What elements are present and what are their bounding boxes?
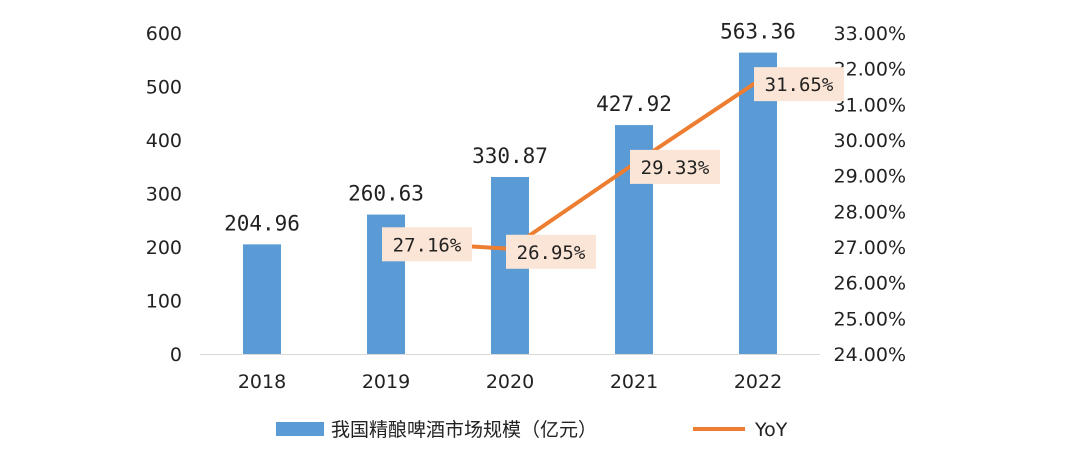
bar-series (243, 52, 777, 354)
yoy-data-labels: 27.16% 26.95% 29.33% 31.65% (382, 67, 844, 269)
left-axis-tick-label: 100 (146, 291, 182, 313)
left-axis-tick-label: 200 (146, 237, 182, 259)
right-axis-tick-label: 28.00% (834, 201, 906, 223)
right-axis-tick-label: 29.00% (834, 166, 906, 188)
right-axis-tick-label: 31.00% (834, 94, 906, 116)
x-axis-tick-label: 2022 (734, 371, 782, 393)
bar-data-label: 260.63 (348, 182, 424, 206)
legend: 我国精酿啤酒市场规模（亿元） YoY (276, 419, 788, 441)
left-axis-tick-label: 0 (170, 344, 182, 366)
right-axis-ticks: 24.00% 25.00% 26.00% 27.00% 28.00% 29.00% 30.0… (834, 23, 906, 366)
legend-bar-label: 我国精酿啤酒市场规模（亿元） (331, 419, 597, 441)
bar-data-label: 427.92 (596, 92, 672, 116)
yoy-data-label-box (382, 227, 472, 262)
bar-data-labels: 204.96 260.63 330.87 427.92 563.36 (224, 20, 796, 236)
x-axis-tick-label: 2020 (486, 371, 534, 393)
yoy-data-label-box (630, 149, 720, 184)
bar (739, 52, 777, 354)
yoy-data-label-box (506, 234, 596, 269)
bar-data-label: 204.96 (224, 211, 300, 235)
x-axis-tick-label: 2018 (238, 371, 286, 393)
yoy-data-label: 26.95% (517, 242, 586, 264)
x-axis-tick-label: 2019 (362, 371, 410, 393)
right-axis-tick-label: 33.00% (834, 23, 906, 45)
left-axis-tick-label: 500 (146, 77, 182, 99)
yoy-data-label-box (754, 67, 844, 102)
left-axis-tick-label: 600 (146, 23, 182, 45)
yoy-data-label: 29.33% (641, 157, 710, 179)
left-axis-tick-label: 400 (146, 130, 182, 152)
right-axis-tick-label: 30.00% (834, 130, 906, 152)
legend-bar-swatch (276, 422, 324, 436)
left-axis-tick-label: 300 (146, 184, 182, 206)
x-axis-ticks: 2018 2019 2020 2021 2022 (238, 371, 782, 393)
right-axis-tick-label: 25.00% (834, 308, 906, 330)
bar-data-label: 330.87 (472, 144, 548, 168)
right-axis-tick-label: 26.00% (834, 273, 906, 295)
yoy-data-label: 31.65% (765, 74, 834, 96)
x-axis-tick-label: 2021 (610, 371, 658, 393)
bar-data-label: 563.36 (720, 20, 796, 44)
right-axis-tick-label: 24.00% (834, 344, 906, 366)
legend-line-label: YoY (754, 419, 788, 441)
left-axis-ticks: 0 100 200 300 400 500 600 (146, 23, 182, 366)
right-axis-tick-label: 32.00% (834, 59, 906, 81)
yoy-data-label: 27.16% (393, 234, 462, 256)
bar (243, 244, 281, 354)
right-axis-tick-label: 27.00% (834, 237, 906, 259)
